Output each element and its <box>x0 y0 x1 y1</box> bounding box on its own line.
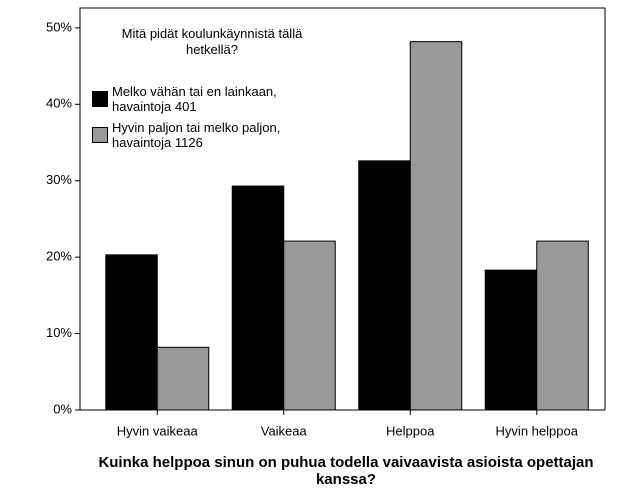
bar <box>283 240 336 411</box>
x-tick-label: Helppoa <box>386 423 435 438</box>
legend-label: Hyvin paljon tai melko paljon, havaintoj… <box>112 120 281 150</box>
x-tick-label: Hyvin vaikeaa <box>117 423 199 438</box>
y-tick-label: 30% <box>46 172 72 187</box>
bar <box>156 346 210 411</box>
bar <box>358 160 411 411</box>
bar <box>484 269 538 411</box>
bar <box>231 185 285 411</box>
x-tick-label: Hyvin helppoa <box>496 423 579 438</box>
legend-swatch <box>92 91 108 107</box>
legend-title: Mitä pidät koulunkäynnistä tällä hetkell… <box>121 26 303 57</box>
bar <box>409 41 463 411</box>
bar <box>536 240 589 411</box>
bar <box>105 254 158 411</box>
x-tick-label: Vaikeaa <box>261 423 308 438</box>
legend-item: Hyvin paljon tai melko paljon, havaintoj… <box>92 120 292 150</box>
y-tick-label: 20% <box>46 249 72 264</box>
legend-swatch <box>92 127 108 143</box>
y-tick-label: 50% <box>46 19 72 34</box>
y-tick-label: 40% <box>46 96 72 111</box>
legend-label: Melko vähän tai en lainkaan, havaintoja … <box>112 84 277 114</box>
legend-item: Melko vähän tai en lainkaan, havaintoja … <box>92 84 292 114</box>
y-tick-label: 10% <box>46 325 72 340</box>
x-axis-title: Kuinka helppoa sinun on puhua todella va… <box>98 454 594 488</box>
y-tick-label: 0% <box>53 401 72 416</box>
